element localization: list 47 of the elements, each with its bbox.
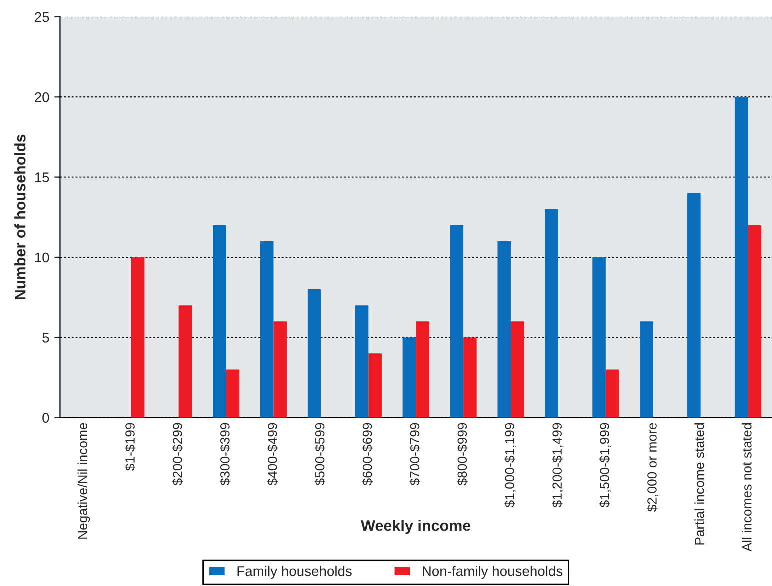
bar <box>688 193 701 418</box>
bar <box>131 257 145 418</box>
y-axis-title: Number of households <box>14 134 26 300</box>
bar <box>640 322 654 418</box>
bar <box>748 225 762 418</box>
bar <box>511 322 524 418</box>
x-tick-label: $1-$199 <box>125 423 136 471</box>
bar <box>213 225 226 418</box>
bar <box>308 290 322 418</box>
y-tick-label: 0 <box>42 413 50 423</box>
bar <box>178 306 192 418</box>
x-tick-label: $200-$299 <box>172 423 184 486</box>
bar <box>402 338 416 418</box>
x-tick-label: All incomes not stated <box>742 424 752 552</box>
x-tick-label: $1,500-$1,999 <box>600 423 612 508</box>
bar <box>592 257 606 418</box>
bar <box>545 209 558 418</box>
bar <box>226 370 240 418</box>
bar <box>450 225 464 418</box>
bar <box>260 241 274 418</box>
bar <box>274 322 288 418</box>
legend-label: Family households <box>238 566 352 580</box>
legend-label: Non-family households <box>423 566 563 580</box>
y-tick-label: 15 <box>35 172 50 182</box>
x-tick-label: $300-$399 <box>220 423 231 486</box>
bar <box>355 306 369 418</box>
bar <box>464 338 477 418</box>
x-tick-label: $1,200-$1,499 <box>552 423 564 508</box>
bar <box>498 241 512 418</box>
y-tick-label: 20 <box>35 92 50 102</box>
x-tick-label: $500-$599 <box>314 423 326 486</box>
x-tick-label: $800-$999 <box>457 423 468 486</box>
bar <box>606 370 620 418</box>
bar <box>416 322 430 418</box>
x-tick-label: $2,000 or more <box>647 423 658 512</box>
x-axis-title: Weekly income <box>361 520 471 534</box>
y-tick-label: 10 <box>35 252 50 263</box>
bar <box>368 354 382 418</box>
x-tick-label: Partial income stated <box>694 424 704 545</box>
x-tick-label: $1,000-$1,199 <box>504 423 516 508</box>
y-tick-label: 25 <box>35 12 50 22</box>
x-tick-label: $600-$699 <box>362 423 373 486</box>
x-tick-label: Negative/Nil income <box>78 423 90 539</box>
x-tick-label: $700-$799 <box>410 423 420 486</box>
y-tick-label: 5 <box>42 333 50 343</box>
x-tick-label: $400-$499 <box>267 423 278 486</box>
bar <box>734 97 748 418</box>
